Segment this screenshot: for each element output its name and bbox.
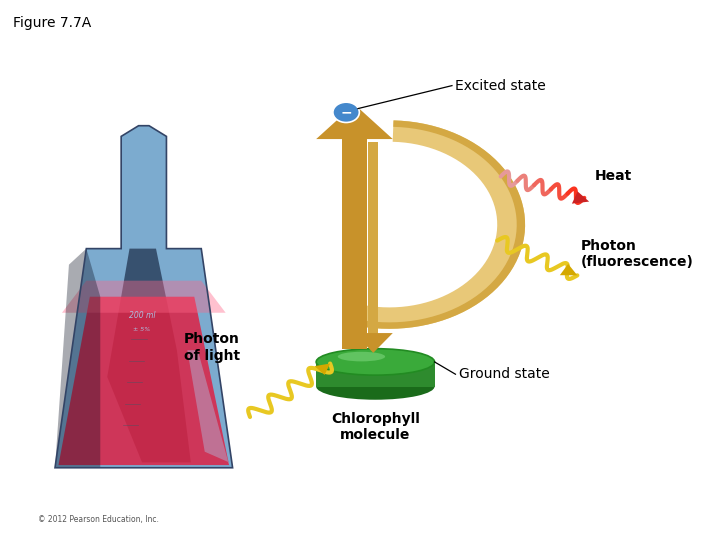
Text: Heat: Heat xyxy=(595,170,632,184)
Polygon shape xyxy=(572,192,589,204)
Text: Chlorophyll
molecule: Chlorophyll molecule xyxy=(331,411,420,442)
Polygon shape xyxy=(55,248,100,468)
Polygon shape xyxy=(316,363,435,387)
Polygon shape xyxy=(315,363,330,375)
Polygon shape xyxy=(351,120,525,329)
Text: Excited state: Excited state xyxy=(456,79,546,93)
Ellipse shape xyxy=(338,352,385,361)
Polygon shape xyxy=(55,126,233,468)
Text: Ground state: Ground state xyxy=(459,367,549,381)
Text: Photon
(fluorescence): Photon (fluorescence) xyxy=(581,239,693,269)
Polygon shape xyxy=(560,264,577,275)
Text: 200 ml: 200 ml xyxy=(129,311,156,320)
Polygon shape xyxy=(316,104,393,139)
Text: −: − xyxy=(341,105,352,119)
Ellipse shape xyxy=(316,373,435,400)
Polygon shape xyxy=(351,120,525,329)
Text: ± 5%: ± 5% xyxy=(133,327,150,333)
Polygon shape xyxy=(58,296,229,465)
Polygon shape xyxy=(62,281,225,313)
Text: © 2012 Pearson Education, Inc.: © 2012 Pearson Education, Inc. xyxy=(37,515,158,524)
Polygon shape xyxy=(107,248,191,462)
Ellipse shape xyxy=(316,349,435,375)
Circle shape xyxy=(333,102,359,123)
Polygon shape xyxy=(354,333,393,353)
Polygon shape xyxy=(187,350,229,465)
Text: Figure 7.7A: Figure 7.7A xyxy=(13,16,91,30)
Polygon shape xyxy=(369,141,378,342)
Text: Photon
of light: Photon of light xyxy=(184,333,240,362)
Polygon shape xyxy=(342,139,367,349)
